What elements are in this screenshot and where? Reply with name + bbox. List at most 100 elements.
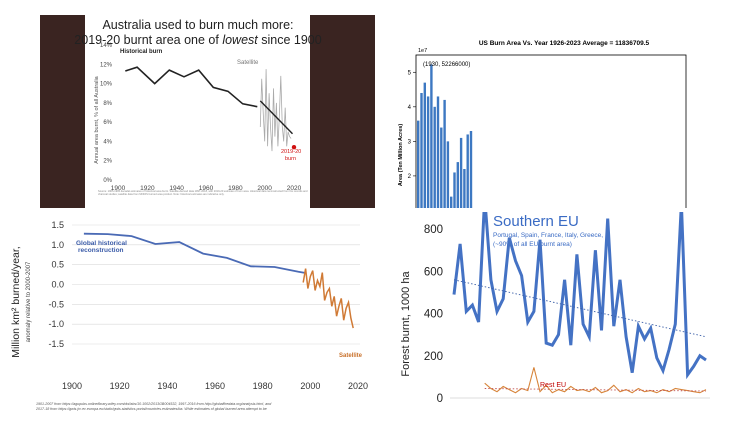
australia-source-note: Source: 1905-1995 decadal estimates of h… <box>98 190 308 196</box>
us-bar <box>436 96 440 208</box>
australia-chart-subtitle: 2019-20 burnt area one of lowest since 1… <box>74 33 321 47</box>
australia-2019-point <box>291 145 297 150</box>
us-y-tick-label: 5 <box>408 70 412 76</box>
australia-axes: 1900 1920 1940 1960 1980 2000 2020 0% 2% 4% 6% 8% 10… <box>100 43 302 192</box>
australia-x-tick-label: 1900 <box>111 185 126 192</box>
us-y-tick-label: 4 <box>408 105 412 111</box>
australia-x-tick-label: 1920 <box>140 185 155 192</box>
us-bar <box>446 141 450 208</box>
global-source-line-2: 2017-18 from https://gwis.jrc.ec.europa.… <box>35 407 267 411</box>
australia-chart-title: Australia used to burn much more: <box>102 18 293 32</box>
us-peak-annotation: (1930, 52266000) <box>423 62 470 68</box>
australia-historical-burn-label: Historical burn <box>120 49 163 55</box>
southern-eu-plot-area <box>452 212 707 394</box>
global-source-line-1: 1901-2007 from https://agupubs.onlinelib… <box>36 402 272 406</box>
us-bar <box>423 82 426 208</box>
us-scale-label: 1e7 <box>418 48 427 54</box>
us-bar <box>450 196 453 208</box>
australia-x-tick-label: 1980 <box>228 185 243 192</box>
australia-y-tick-label: 6% <box>103 120 112 126</box>
australia-y-axis-label: Annual area burnt, % of all Australia <box>94 75 100 163</box>
australia-trend-line <box>259 100 293 135</box>
us-chart: US Burn Area Vs. Year 1926-2023 Average … <box>398 40 687 208</box>
global-y-tick-label: -0.5 <box>48 299 64 309</box>
us-y-tick-label: 2 <box>408 174 412 180</box>
southern-eu-chart-panel: Southern EU Portugal, Spain, France, Ita… <box>388 212 718 412</box>
australia-y-tick-label: 8% <box>103 101 112 107</box>
global-chart: Million km² burned/year, anomaly relativ… <box>10 220 368 411</box>
global-satellite-line <box>302 268 354 329</box>
australia-y-tick-label: 0% <box>103 178 112 184</box>
southern-eu-chart: Southern EU Portugal, Spain, France, Ita… <box>400 212 710 405</box>
global-y-tick-label: 1.5 <box>51 220 64 230</box>
australia-2019-label: 2019-20 <box>281 149 301 155</box>
global-y-tick-label: -1.5 <box>48 339 64 349</box>
southern-eu-y-tick-label: 400 <box>424 309 443 321</box>
us-bar <box>459 137 463 208</box>
australia-x-tick-label: 1940 <box>169 185 184 192</box>
global-y-tick-label: 1.0 <box>51 240 64 250</box>
us-bar <box>430 64 433 208</box>
southern-eu-y-tick-label: 0 <box>437 393 443 405</box>
australia-y-tick-label: 14% <box>100 43 113 49</box>
global-plot-area <box>83 232 354 329</box>
southern-eu-subtitle-2: (~90% of all EU burnt area) <box>493 241 572 248</box>
global-chart-panel: Million km² burned/year, anomaly relativ… <box>0 212 372 436</box>
global-x-tick-label: 1980 <box>253 381 273 391</box>
us-bar <box>453 172 456 208</box>
global-y-axis-sublabel: anomaly relative to 2000-2007 <box>26 261 32 342</box>
southern-eu-axes: 0 200 400 600 800 <box>424 224 710 405</box>
australia-y-tick-label: 10% <box>100 82 113 88</box>
global-x-tick-label: 2000 <box>300 381 320 391</box>
us-bar <box>443 99 446 208</box>
us-bar <box>433 106 436 208</box>
global-x-tick-label: 1900 <box>62 381 82 391</box>
australia-chart: Australia used to burn much more: 2019-2… <box>74 15 322 208</box>
southern-eu-trend-line <box>453 279 707 338</box>
global-x-tick-label: 1960 <box>205 381 225 391</box>
us-axes: 12345 <box>408 70 416 180</box>
global-y-axis-label: Million km² burned/year, <box>10 246 22 357</box>
southern-eu-y-tick-label: 800 <box>424 224 443 236</box>
us-bar <box>426 96 430 208</box>
australia-plot-area <box>125 66 297 152</box>
global-y-tick-label: 0.5 <box>51 260 64 270</box>
us-chart-title: US Burn Area Vs. Year 1926-2023 Average … <box>479 40 650 47</box>
us-y-tick-label: 3 <box>408 139 412 145</box>
australia-historical-line <box>125 66 258 108</box>
australia-y-tick-label: 12% <box>100 62 113 68</box>
us-bar <box>440 127 443 208</box>
australia-x-tick-label: 2020 <box>287 185 302 192</box>
southern-eu-y-tick-label: 200 <box>424 351 443 363</box>
us-bar <box>466 134 469 208</box>
australia-x-tick-label: 1960 <box>199 185 214 192</box>
rest-eu-label: Rest EU <box>540 382 566 389</box>
australia-chart-background <box>85 15 310 208</box>
australia-x-tick-label: 2000 <box>257 185 272 192</box>
global-y-tick-label: 0.0 <box>51 280 64 290</box>
global-reconstruction-line <box>83 232 306 274</box>
global-y-tick-label: -1.0 <box>48 319 64 329</box>
australia-satellite-label: Satellite <box>237 60 259 66</box>
australia-y-tick-label: 2% <box>103 159 112 165</box>
us-bar <box>417 120 420 208</box>
global-reconstruction-label: Global historical reconstruction <box>76 240 129 254</box>
us-chart-panel: US Burn Area Vs. Year 1926-2023 Average … <box>386 15 713 208</box>
global-x-tick-label: 1920 <box>110 381 130 391</box>
us-y-axis-label: Area (Ten Million Acres) <box>398 124 404 187</box>
us-bar <box>456 162 459 208</box>
global-satellite-label: Satellite <box>339 353 363 359</box>
rest-eu-line <box>484 367 707 394</box>
australia-y-tick-label: 4% <box>103 139 112 145</box>
us-bar <box>463 169 466 208</box>
global-x-tick-label: 2020 <box>348 381 368 391</box>
us-plot-frame <box>415 54 687 208</box>
southern-eu-title: Southern EU <box>493 213 579 230</box>
australia-burn-label: burn <box>285 156 296 162</box>
southern-eu-y-axis-label: Forest burnt, 1000 ha <box>400 271 412 377</box>
us-bar <box>420 93 423 208</box>
australia-chart-panel: Australia used to burn much more: 2019-2… <box>40 15 375 208</box>
us-bar <box>469 131 473 208</box>
us-plot-area <box>417 64 473 208</box>
global-axes: 1.5 1.0 0.5 0.0 -0.5 -1.0 -1.5 1900 1920 1940 1960… <box>48 220 368 391</box>
